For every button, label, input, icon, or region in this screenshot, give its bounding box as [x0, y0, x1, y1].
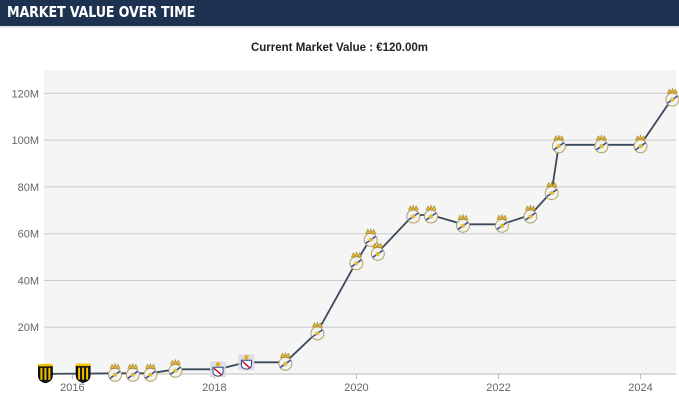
chart-panel: 20M 40M 60M 80M 100M 120M 2016 2018 2020 2022 202…	[0, 28, 679, 400]
real-madrid-crest-icon[interactable]	[349, 251, 364, 271]
x-tick-label: 2020	[344, 382, 368, 394]
y-axis: 20M 40M 60M 80M 100M 120M	[11, 88, 39, 334]
real-madrid-crest-icon[interactable]	[633, 134, 648, 154]
real-madrid-crest-icon[interactable]	[424, 204, 438, 224]
penarol-crest-icon[interactable]	[38, 363, 53, 384]
real-madrid-crest-icon[interactable]	[108, 363, 122, 382]
real-madrid-crest-icon[interactable]	[495, 214, 509, 233]
y-tick-label: 20M	[18, 322, 39, 334]
y-tick-label: 100M	[11, 135, 39, 147]
real-madrid-crest-icon[interactable]	[125, 363, 140, 382]
data-markers	[38, 88, 679, 384]
real-madrid-crest-icon[interactable]	[456, 214, 470, 233]
y-tick-label: 60M	[18, 229, 39, 241]
current-market-value: Current Market Value : €120.00m	[250, 42, 429, 54]
real-madrid-crest-icon[interactable]	[544, 181, 559, 201]
y-tick-label: 80M	[18, 182, 39, 194]
real-madrid-crest-icon[interactable]	[406, 204, 421, 224]
y-tick-label: 40M	[18, 275, 39, 287]
real-madrid-crest-icon[interactable]	[278, 352, 293, 371]
x-tick-label: 2016	[60, 382, 84, 394]
real-madrid-crest-icon[interactable]	[594, 134, 609, 154]
deportivo-crest-icon[interactable]	[238, 354, 255, 371]
real-madrid-crest-icon[interactable]	[310, 321, 325, 341]
section-header: MARKET VALUE OVER TIME	[0, 0, 679, 28]
x-tick-label: 2022	[486, 382, 510, 394]
real-madrid-crest-icon[interactable]	[143, 363, 158, 382]
penarol-crest-icon[interactable]	[75, 363, 91, 384]
plot-area	[44, 70, 676, 374]
real-madrid-crest-icon[interactable]	[168, 359, 183, 378]
real-madrid-crest-icon[interactable]	[551, 134, 566, 154]
y-tick-label: 120M	[11, 88, 39, 100]
deportivo-crest-icon[interactable]	[210, 361, 226, 378]
section-title: MARKET VALUE OVER TIME	[7, 3, 196, 21]
x-tick-label: 2018	[202, 382, 226, 394]
real-madrid-crest-icon[interactable]	[665, 88, 679, 107]
real-madrid-crest-icon[interactable]	[363, 228, 378, 247]
real-madrid-crest-icon[interactable]	[370, 242, 385, 261]
x-tick-label: 2024	[628, 382, 652, 394]
market-value-chart: 20M 40M 60M 80M 100M 120M 2016 2018 2020 2022 202…	[11, 70, 679, 394]
real-madrid-crest-icon[interactable]	[523, 204, 538, 224]
x-axis: 2016 2018 2020 2022 2024	[60, 374, 653, 394]
